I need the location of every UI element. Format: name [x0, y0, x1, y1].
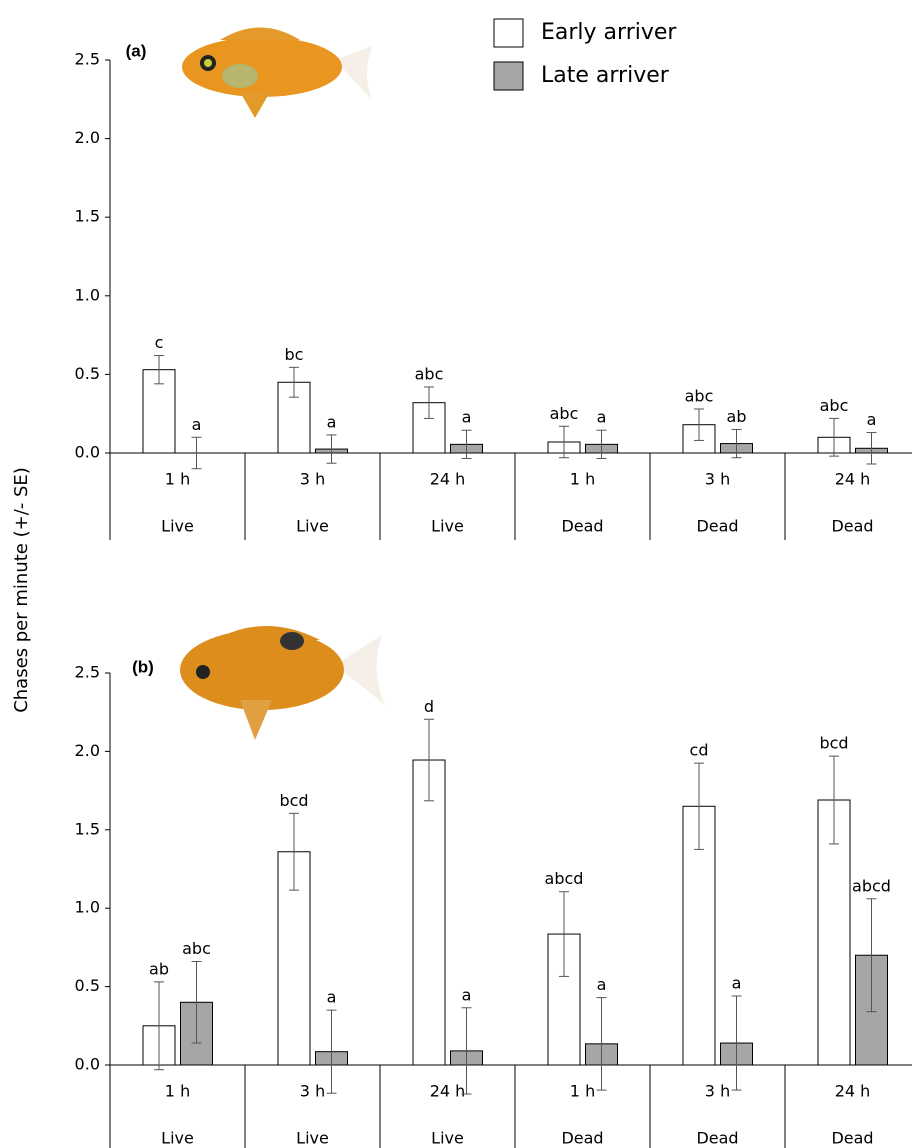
- panel-label: (b): [132, 657, 154, 676]
- significance-letter: c: [155, 333, 164, 352]
- group-label: Dead: [696, 1129, 738, 1148]
- x-tick-label: 24 h: [430, 470, 466, 489]
- significance-letter: a: [327, 988, 337, 1007]
- x-tick-label: 24 h: [835, 1082, 871, 1101]
- y-tick-label: 1.0: [75, 285, 100, 304]
- significance-letter: a: [732, 974, 742, 993]
- significance-letter: bcd: [279, 791, 308, 810]
- x-tick-label: 1 h: [165, 470, 190, 489]
- y-tick-label: 0.5: [75, 364, 100, 383]
- legend-swatch: [494, 19, 523, 47]
- y-tick-label: 1.5: [75, 819, 100, 838]
- legend-label: Late arriver: [541, 63, 670, 88]
- significance-letter: abcd: [852, 876, 891, 895]
- significance-letter: a: [597, 408, 607, 427]
- x-tick-label: 24 h: [835, 470, 871, 489]
- x-tick-label: 1 h: [165, 1082, 190, 1101]
- y-tick-label: 1.0: [75, 898, 100, 917]
- significance-letter: cd: [690, 741, 709, 760]
- significance-letter: d: [424, 697, 434, 716]
- significance-letter: ab: [149, 959, 169, 978]
- x-tick-label: 3 h: [300, 470, 325, 489]
- fish-b: [180, 626, 385, 740]
- y-tick-label: 2.0: [75, 741, 100, 760]
- significance-letter: bcd: [819, 734, 848, 753]
- group-label: Live: [431, 1129, 464, 1148]
- y-tick-label: 2.0: [75, 128, 100, 147]
- y-tick-label: 2.5: [75, 663, 100, 682]
- x-tick-label: 3 h: [705, 1082, 730, 1101]
- legend-swatch: [494, 62, 523, 90]
- y-tick-label: 2.5: [75, 50, 100, 69]
- y-axis-label: Chases per minute (+/- SE): [11, 467, 32, 713]
- x-tick-label: 24 h: [430, 1082, 466, 1101]
- y-tick-label: 1.5: [75, 207, 100, 226]
- significance-letter: a: [462, 408, 472, 427]
- group-label: Live: [296, 517, 329, 536]
- x-tick-label: 3 h: [705, 470, 730, 489]
- significance-letter: a: [462, 985, 472, 1004]
- bar: [413, 760, 445, 1065]
- group-label: Live: [161, 1129, 194, 1148]
- group-label: Dead: [831, 517, 873, 536]
- significance-letter: a: [327, 412, 337, 431]
- significance-letter: a: [867, 410, 877, 429]
- group-label: Live: [161, 517, 194, 536]
- legend-label: Early arriver: [541, 20, 677, 45]
- group-label: Live: [431, 517, 464, 536]
- group-label: Dead: [696, 517, 738, 536]
- significance-letter: abcd: [545, 869, 584, 888]
- significance-letter: abc: [550, 404, 579, 423]
- significance-letter: a: [192, 415, 202, 434]
- x-tick-label: 1 h: [570, 470, 595, 489]
- significance-letter: abc: [182, 939, 211, 958]
- significance-letter: a: [597, 975, 607, 994]
- x-tick-label: 1 h: [570, 1082, 595, 1101]
- group-label: Dead: [831, 1129, 873, 1148]
- significance-letter: abc: [415, 364, 444, 383]
- group-label: Live: [296, 1129, 329, 1148]
- significance-letter: abc: [685, 386, 714, 405]
- fish-a: [182, 28, 372, 119]
- group-label: Dead: [561, 517, 603, 536]
- significance-letter: bc: [285, 345, 304, 364]
- y-tick-label: 0.5: [75, 976, 100, 995]
- figure: Chases per minute (+/- SE) (a) 0.0 0.5 1.0 1…: [0, 0, 912, 1148]
- panel-label: (a): [126, 41, 147, 60]
- y-tick-label: 0.0: [75, 443, 100, 462]
- significance-letter: abc: [820, 396, 849, 415]
- significance-letter: ab: [727, 407, 747, 426]
- x-tick-label: 3 h: [300, 1082, 325, 1101]
- y-tick-label: 0.0: [75, 1055, 100, 1074]
- group-label: Dead: [561, 1129, 603, 1148]
